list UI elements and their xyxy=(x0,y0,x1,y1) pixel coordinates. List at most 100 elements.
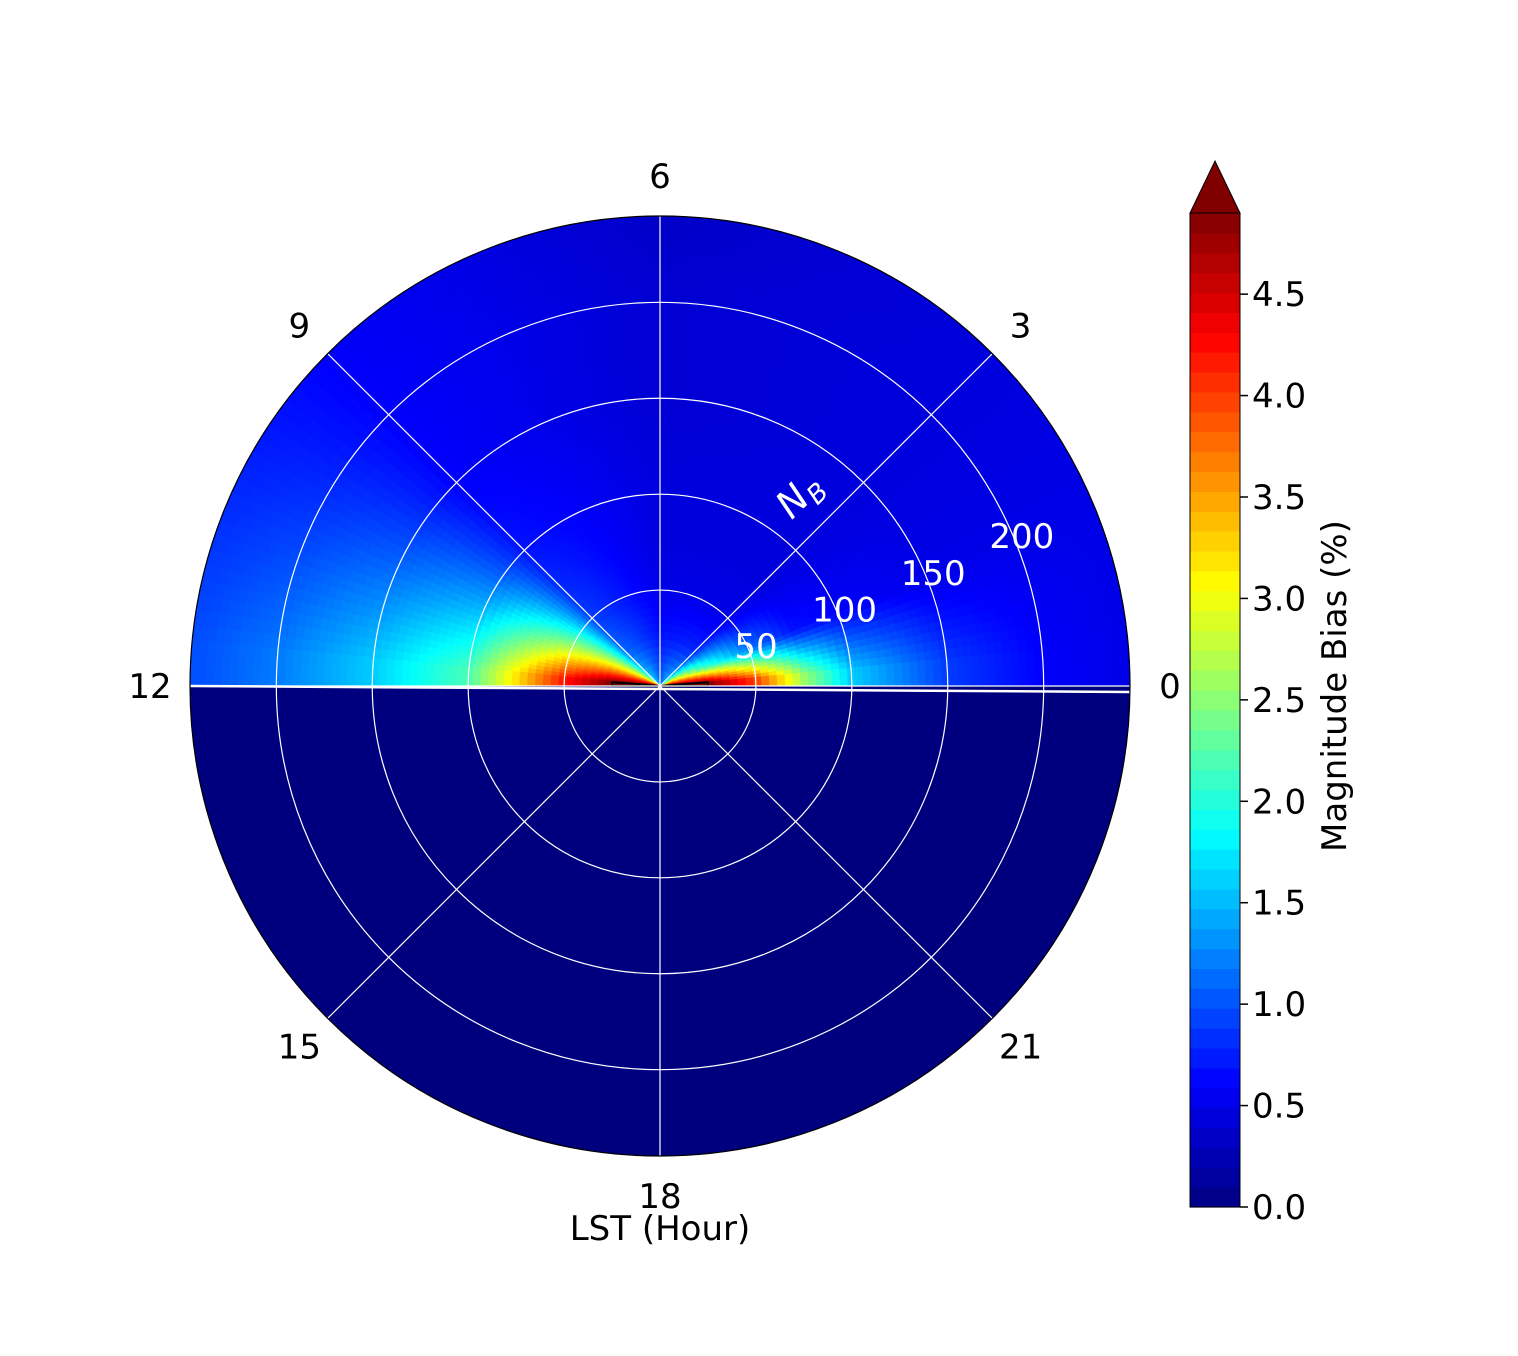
bias-cell xyxy=(1010,650,1020,664)
bias-cell xyxy=(624,420,636,431)
bias-cell xyxy=(687,397,699,407)
bias-cell xyxy=(648,513,656,523)
bias-cell xyxy=(636,451,646,461)
bias-cell xyxy=(651,450,661,460)
bias-cell xyxy=(671,309,686,320)
bias-cell xyxy=(670,356,682,366)
bias-cell xyxy=(674,231,691,241)
bias-cell xyxy=(674,223,691,234)
bias-cell xyxy=(626,436,637,446)
bias-cell xyxy=(648,333,661,342)
bias-cell xyxy=(957,675,966,687)
bias-cell xyxy=(901,669,911,679)
bias-cell xyxy=(624,326,638,336)
polar-plot-area xyxy=(189,215,1131,1157)
bias-cell xyxy=(816,680,825,687)
bias-cell xyxy=(1105,655,1115,672)
bias-cell xyxy=(679,380,691,391)
bias-cell xyxy=(900,652,910,663)
bias-cell xyxy=(670,333,684,343)
bias-cell xyxy=(1082,671,1092,687)
bias-cell xyxy=(894,677,904,687)
bias-cell xyxy=(862,664,872,674)
bias-cell xyxy=(659,254,675,264)
bias-cell xyxy=(654,544,661,554)
bias-cell xyxy=(994,651,1005,665)
bias-cell xyxy=(665,482,674,492)
bias-cell xyxy=(652,474,661,483)
bias-cell xyxy=(673,247,690,257)
bias-cell xyxy=(684,428,695,438)
bias-cell xyxy=(642,427,653,437)
bias-cell xyxy=(669,372,681,382)
bias-cell xyxy=(659,521,666,530)
bias-cell xyxy=(659,223,676,233)
bias-cell xyxy=(666,474,675,484)
bias-cell xyxy=(641,403,652,413)
bias-cell xyxy=(670,505,679,515)
bias-cell xyxy=(619,279,635,289)
bias-cell xyxy=(643,435,653,445)
bias-cell xyxy=(683,318,697,328)
bias-cell xyxy=(647,309,661,319)
bias-cell xyxy=(646,278,661,288)
bias-cell xyxy=(640,388,651,398)
bias-cell xyxy=(1090,671,1100,687)
bias-cell xyxy=(659,403,670,413)
bias-cell xyxy=(669,364,682,374)
bias-cell xyxy=(673,254,689,265)
bias-cell xyxy=(672,286,687,296)
bias-cell xyxy=(683,310,698,321)
bias-cell xyxy=(636,325,649,335)
bias-cell xyxy=(688,460,698,471)
bias-cell xyxy=(680,365,692,375)
bias-cell xyxy=(886,677,896,687)
bias-cell xyxy=(659,309,673,319)
bias-cell xyxy=(652,458,661,468)
bias-cell xyxy=(1034,660,1045,675)
bias-cell xyxy=(884,654,895,665)
bias-cell xyxy=(659,333,672,342)
bias-cell xyxy=(892,653,903,664)
bias-cell xyxy=(659,348,672,358)
bias-cell xyxy=(933,667,943,678)
bias-cell xyxy=(650,395,661,405)
bias-cell xyxy=(659,395,670,405)
bias-cell xyxy=(634,435,645,445)
bias-cell xyxy=(672,294,687,304)
bias-cell xyxy=(659,560,665,569)
bias-cell xyxy=(639,482,648,492)
bias-cell xyxy=(792,680,802,687)
bias-cell xyxy=(631,404,643,414)
bias-cell xyxy=(659,450,669,460)
bias-cell xyxy=(644,223,661,233)
bias-cell xyxy=(648,521,656,531)
bias-cell xyxy=(678,388,690,398)
bias-cell xyxy=(1011,673,1021,687)
bias-cell xyxy=(815,674,825,682)
bias-cell xyxy=(623,412,635,423)
bias-cell xyxy=(639,372,651,382)
bias-cell xyxy=(863,678,872,687)
bias-cell xyxy=(635,317,649,327)
bias-cell xyxy=(644,231,661,241)
bias-cell xyxy=(1002,651,1013,664)
bias-cell xyxy=(649,372,661,382)
bias-cell xyxy=(640,395,652,406)
bias-cell xyxy=(631,396,642,406)
bias-cell xyxy=(670,341,683,351)
bias-cell xyxy=(630,239,647,249)
bias-cell xyxy=(980,664,990,676)
bias-cell xyxy=(666,458,676,468)
bias-cell xyxy=(686,404,698,415)
bias-cell xyxy=(632,270,648,280)
bias-cell xyxy=(649,380,661,389)
bias-cell xyxy=(667,435,677,445)
bias-cell xyxy=(671,497,679,508)
bias-cell xyxy=(659,419,670,429)
bias-cell xyxy=(663,560,669,570)
bias-cell xyxy=(659,505,667,515)
bias-cell xyxy=(646,482,655,492)
bias-cell xyxy=(1027,673,1037,687)
bias-cell xyxy=(659,380,671,389)
